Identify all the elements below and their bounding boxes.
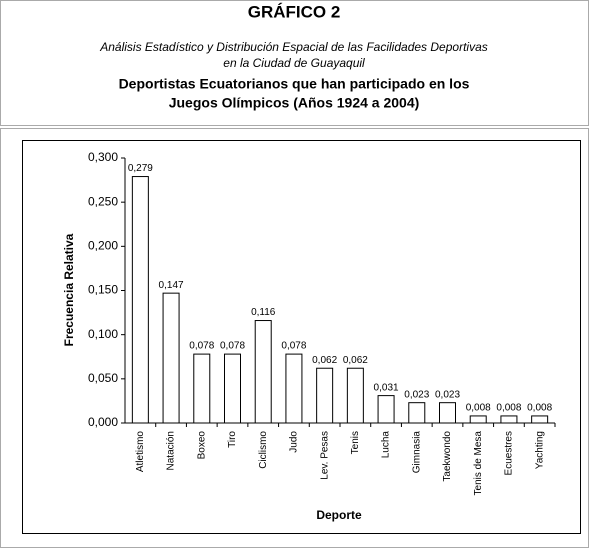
chart-area (22, 140, 581, 534)
bar (408, 402, 426, 424)
y-tick-label: 0,300 (88, 150, 118, 164)
value-label: 0,008 (466, 403, 491, 414)
y-tick-label: 0,100 (88, 327, 118, 341)
x-tick-label: Tiro (227, 431, 238, 448)
value-label: 0,023 (404, 389, 429, 400)
y-tick-label: 0,050 (88, 371, 118, 385)
header-frame (0, 0, 589, 126)
x-tick-label: Tenis de Mesa (473, 431, 484, 496)
value-label: 0,147 (159, 280, 184, 291)
bar (469, 415, 487, 424)
chart-title: Juegos Olímpicos (Años 1924 a 2004) (169, 95, 420, 111)
value-label: 0,062 (312, 355, 337, 366)
x-axis-label: Deporte (316, 508, 362, 522)
bar (162, 292, 180, 424)
bar (285, 353, 303, 424)
x-tick-label: Gimnasia (411, 431, 422, 474)
y-axis-label: Frecuencia Relativa (62, 233, 76, 346)
value-label: 0,116 (251, 307, 276, 318)
header-subtitle: en la Ciudad de Guayaquil (223, 56, 365, 70)
y-tick-label: 0,000 (88, 415, 118, 429)
value-label: 0,279 (128, 163, 153, 174)
x-tick-label: Ecuestres (504, 431, 515, 475)
bar (346, 367, 364, 424)
x-tick-label: Boxeo (196, 431, 207, 460)
x-tick-label: Yachting (534, 431, 545, 469)
chart-title: Deportistas Ecuatorianos que han partici… (119, 76, 470, 92)
value-label: 0,031 (374, 382, 399, 393)
x-tick-label: Lev. Pesas (319, 431, 330, 480)
value-label: 0,078 (220, 341, 245, 352)
x-tick-label: Taekwondo (442, 431, 453, 482)
value-label: 0,062 (343, 355, 368, 366)
x-tick-label: Natación (166, 431, 177, 470)
bar (531, 415, 549, 424)
x-tick-label: Ciclismo (258, 431, 269, 469)
value-label: 0,008 (496, 403, 521, 414)
y-tick-label: 0,150 (88, 283, 118, 297)
y-tick-label: 0,250 (88, 194, 118, 208)
bar (193, 353, 211, 424)
bar (131, 176, 149, 424)
value-label: 0,078 (281, 341, 306, 352)
value-label: 0,078 (189, 341, 214, 352)
x-tick-label: Tenis (350, 431, 361, 454)
bar (224, 353, 241, 424)
value-label: 0,008 (527, 403, 552, 414)
x-tick-label: Lucha (381, 431, 392, 459)
header-title: GRÁFICO 2 (248, 2, 341, 21)
header-subtitle: Análisis Estadístico y Distribución Espa… (99, 40, 488, 54)
x-tick-label: Judo (289, 431, 300, 453)
bar (500, 415, 518, 424)
bar (377, 395, 395, 424)
y-tick-label: 0,200 (88, 239, 118, 253)
x-tick-label: Atletismo (135, 431, 146, 473)
bar (254, 320, 272, 424)
bar (439, 402, 456, 424)
value-label: 0,023 (435, 389, 460, 400)
bar (316, 367, 334, 424)
